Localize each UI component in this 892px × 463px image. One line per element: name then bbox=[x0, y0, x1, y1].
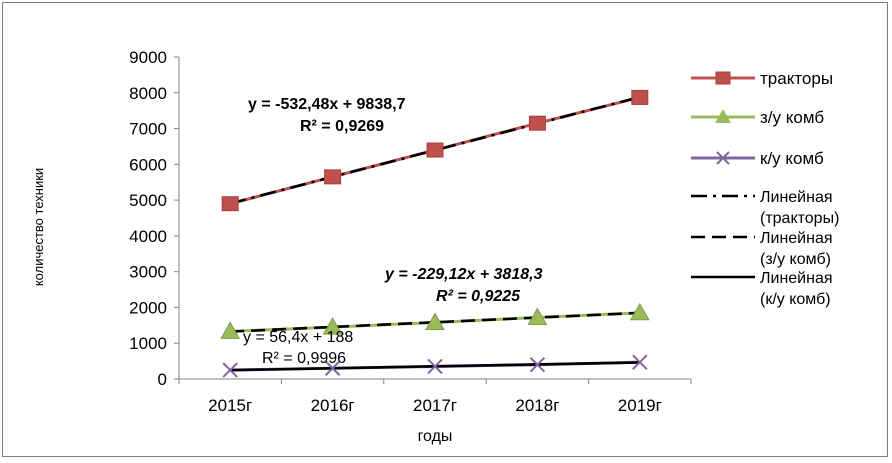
legend-marker bbox=[716, 151, 730, 165]
legend-marker bbox=[715, 71, 731, 85]
legend-label: тракторы bbox=[760, 69, 833, 88]
legend-label-line: (к/у комб) bbox=[760, 291, 831, 308]
y-tick-label: 6000 bbox=[129, 155, 167, 174]
data-point-1 bbox=[221, 196, 239, 212]
data-point-3 bbox=[427, 358, 443, 375]
trendline-r2: R² = 0,9269 bbox=[300, 118, 384, 135]
trendline-2 bbox=[230, 311, 640, 333]
x-tick-label: 2015г bbox=[208, 396, 252, 415]
data-point-3 bbox=[632, 354, 648, 370]
y-tick-label: 2000 bbox=[129, 298, 167, 317]
data-point-3 bbox=[222, 362, 238, 378]
data-point-2 bbox=[220, 321, 241, 339]
trendline-equation: y = -229,12x + 3818,3 bbox=[384, 266, 543, 283]
legend-label-line: Линейная bbox=[760, 270, 833, 287]
y-tick-label: 3000 bbox=[129, 263, 167, 282]
data-point-2 bbox=[425, 312, 445, 330]
trendline-r2: R² = 0,9225 bbox=[436, 288, 521, 305]
trendline-1 bbox=[229, 95, 641, 205]
legend-label: Линейная (тракторы) bbox=[760, 189, 839, 227]
line-chart: 0 1000 2000 3000 4000 5000 6000 7000 8000 9000 201… bbox=[31, 48, 839, 445]
data-point-3 bbox=[529, 356, 546, 373]
legend-label: з/у комб bbox=[760, 108, 824, 127]
y-tick-label: 4000 bbox=[129, 227, 167, 246]
legend-label-line: (з/у комб) bbox=[760, 251, 831, 268]
legend-label-line: Линейная bbox=[760, 189, 833, 206]
y-axis-title: количество техники bbox=[31, 168, 46, 286]
data-point-1 bbox=[528, 115, 546, 131]
x-axis-title: годы bbox=[418, 428, 453, 445]
y-tick-label: 9000 bbox=[129, 48, 167, 67]
y-tick-label: 8000 bbox=[129, 84, 167, 103]
data-point-2 bbox=[322, 317, 343, 335]
data-point-2 bbox=[527, 307, 548, 325]
data-point-2 bbox=[629, 302, 650, 321]
data-point-1 bbox=[631, 89, 649, 105]
legend-marker bbox=[715, 109, 731, 123]
data-point-3 bbox=[324, 360, 341, 376]
x-tick-label: 2017г bbox=[413, 396, 457, 415]
y-tick-label: 0 bbox=[158, 370, 167, 389]
y-tick-label: 7000 bbox=[129, 120, 167, 139]
legend-label-line: Линейная bbox=[760, 230, 833, 247]
data-point-1 bbox=[324, 169, 342, 185]
legend-label: Линейная (з/у комб) bbox=[760, 230, 833, 268]
y-tick-label: 1000 bbox=[129, 334, 167, 353]
x-tick-label: 2019г bbox=[618, 396, 662, 415]
legend-label-line: (тракторы) bbox=[760, 210, 839, 227]
trendline-equation: y = -532,48x + 9838,7 bbox=[248, 96, 406, 113]
chart-frame: 0 1000 2000 3000 4000 5000 6000 7000 8000 9000 201… bbox=[2, 2, 888, 457]
data-point-1 bbox=[426, 142, 444, 158]
legend-label: к/у комб bbox=[760, 149, 824, 168]
x-tick-label: 2016г bbox=[311, 396, 355, 415]
legend-label: Линейная (к/у комб) bbox=[760, 270, 833, 308]
trendline-r2: R² = 0,9996 bbox=[262, 350, 346, 367]
y-tick-label: 5000 bbox=[129, 191, 167, 210]
trendline-equation: y = 56,4x + 188 bbox=[243, 329, 353, 346]
x-tick-label: 2018г bbox=[515, 396, 559, 415]
